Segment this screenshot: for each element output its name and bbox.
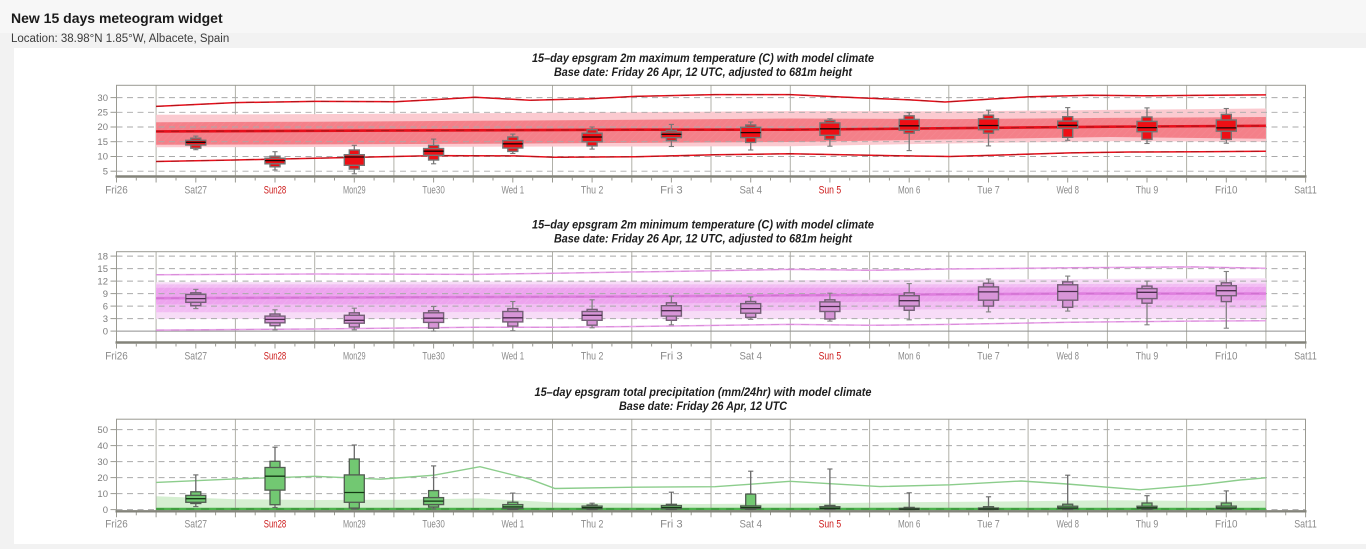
svg-text:Fri26: Fri26 — [105, 518, 128, 530]
svg-text:15: 15 — [97, 264, 108, 275]
svg-text:Fri10: Fri10 — [1215, 351, 1238, 363]
svg-text:0: 0 — [103, 505, 108, 516]
svg-text:Fri10: Fri10 — [1215, 185, 1238, 197]
svg-text:Base date: Friday 26 Apr, 12 U: Base date: Friday 26 Apr, 12 UTC, adjust… — [554, 65, 853, 79]
svg-text:Sat 4: Sat 4 — [739, 351, 762, 363]
svg-text:Mon29: Mon29 — [343, 518, 366, 530]
svg-text:Mon 6: Mon 6 — [898, 351, 921, 363]
svg-text:Mon29: Mon29 — [343, 351, 366, 363]
svg-text:18: 18 — [97, 251, 108, 262]
svg-text:Sat27: Sat27 — [185, 351, 208, 363]
svg-text:Mon 6: Mon 6 — [898, 185, 921, 197]
svg-text:Fri10: Fri10 — [1215, 518, 1238, 530]
svg-text:10: 10 — [97, 152, 108, 163]
svg-text:Wed 8: Wed 8 — [1056, 185, 1079, 197]
svg-text:Sun 5: Sun 5 — [819, 351, 842, 363]
svg-text:Sat 4: Sat 4 — [739, 518, 762, 530]
svg-text:Tue30: Tue30 — [422, 518, 445, 530]
svg-text:Base date: Friday 26 Apr, 12 U: Base date: Friday 26 Apr, 12 UTC, adjust… — [554, 231, 853, 245]
svg-text:Thu 9: Thu 9 — [1136, 185, 1159, 197]
svg-text:Thu 2: Thu 2 — [581, 351, 604, 363]
svg-text:Sat27: Sat27 — [185, 518, 208, 530]
svg-text:Sun28: Sun28 — [264, 185, 287, 197]
svg-text:Mon29: Mon29 — [343, 185, 366, 197]
svg-text:Fri26: Fri26 — [105, 185, 128, 197]
svg-text:Thu 9: Thu 9 — [1136, 518, 1159, 530]
svg-text:15–day epsgram total precipita: 15–day epsgram total precipitation (mm/2… — [535, 385, 872, 399]
svg-text:30: 30 — [97, 93, 108, 104]
svg-text:9: 9 — [103, 289, 108, 300]
svg-text:5: 5 — [103, 166, 108, 177]
svg-text:Sat 4: Sat 4 — [739, 185, 762, 197]
svg-text:0: 0 — [103, 326, 108, 337]
svg-text:Wed 8: Wed 8 — [1056, 351, 1079, 363]
svg-text:Wed 8: Wed 8 — [1056, 518, 1079, 530]
svg-text:Sat11: Sat11 — [1294, 518, 1317, 530]
svg-text:Sat11: Sat11 — [1294, 351, 1317, 363]
svg-text:6: 6 — [103, 301, 108, 312]
svg-text:Thu 2: Thu 2 — [581, 518, 604, 530]
svg-text:10: 10 — [97, 489, 108, 500]
svg-text:15–day epsgram 2m minimum temp: 15–day epsgram 2m minimum temperature (C… — [532, 217, 874, 231]
svg-text:Wed 1: Wed 1 — [502, 518, 525, 530]
svg-text:3: 3 — [103, 314, 108, 325]
svg-text:12: 12 — [97, 276, 108, 287]
svg-text:Tue 7: Tue 7 — [977, 518, 1000, 530]
svg-text:Tue 7: Tue 7 — [977, 185, 1000, 197]
svg-text:Wed 1: Wed 1 — [502, 185, 525, 197]
svg-text:40: 40 — [97, 441, 108, 452]
svg-text:25: 25 — [97, 108, 108, 119]
svg-text:Sun 5: Sun 5 — [819, 185, 842, 197]
svg-text:20: 20 — [97, 473, 108, 484]
svg-text:Sun28: Sun28 — [264, 518, 287, 530]
svg-text:Tue30: Tue30 — [422, 351, 445, 363]
svg-text:Sat27: Sat27 — [185, 185, 208, 197]
svg-text:Base date: Friday 26 Apr, 12 U: Base date: Friday 26 Apr, 12 UTC — [619, 399, 787, 413]
svg-text:Tue30: Tue30 — [422, 185, 445, 197]
svg-text:Thu 9: Thu 9 — [1136, 351, 1159, 363]
svg-text:Sat11: Sat11 — [1294, 185, 1317, 197]
svg-text:30: 30 — [97, 457, 108, 468]
svg-text:Sun 5: Sun 5 — [819, 518, 842, 530]
svg-text:Fri26: Fri26 — [105, 351, 128, 363]
svg-text:Mon 6: Mon 6 — [898, 518, 921, 530]
svg-text:Fri 3: Fri 3 — [660, 518, 683, 530]
svg-text:20: 20 — [97, 122, 108, 133]
svg-text:Wed 1: Wed 1 — [502, 351, 525, 363]
svg-text:15: 15 — [97, 137, 108, 148]
svg-text:Fri 3: Fri 3 — [660, 351, 683, 363]
svg-text:Tue 7: Tue 7 — [977, 351, 1000, 363]
svg-text:50: 50 — [97, 425, 108, 436]
svg-text:Thu 2: Thu 2 — [581, 185, 604, 197]
svg-text:Sun28: Sun28 — [264, 351, 287, 363]
svg-text:Fri 3: Fri 3 — [660, 185, 683, 197]
svg-text:15–day epsgram 2m maximum temp: 15–day epsgram 2m maximum temperature (C… — [532, 51, 874, 65]
